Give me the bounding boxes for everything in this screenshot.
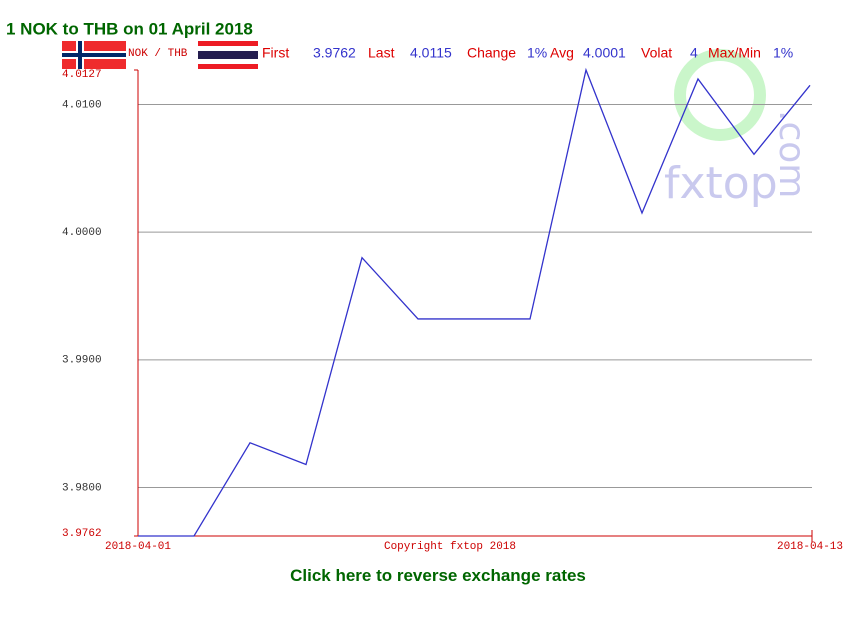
- stat-label: First: [262, 45, 289, 61]
- stat-value: 3.9762: [313, 45, 356, 61]
- stat-value: 4.0115: [410, 45, 452, 61]
- flag-thailand: [198, 41, 258, 69]
- stat-label: Avg: [550, 45, 574, 61]
- stat-value: 4: [690, 45, 698, 61]
- pair-label: NOK / THB: [128, 48, 188, 60]
- watermark-text: fxtop: [664, 158, 778, 209]
- y-tick-label: 3.9900: [62, 355, 102, 367]
- y-tick-label: 3.9762: [62, 528, 102, 540]
- chart: 1 NOK to THB on 01 April 2018 NOK / THB …: [6, 19, 843, 553]
- y-tick-label: 4.0000: [62, 227, 102, 239]
- copyright: Copyright fxtop 2018: [384, 541, 516, 553]
- x-tick-label: 2018-04-01: [105, 541, 171, 553]
- y-tick-label: 4.0127: [62, 69, 102, 81]
- stat-value: 4.0001: [583, 45, 626, 61]
- watermark-text: .com: [771, 110, 812, 198]
- stat-value: 1%: [527, 45, 547, 61]
- stat-value: 1%: [773, 45, 793, 61]
- reverse-link[interactable]: Click here to reverse exchange rates: [290, 566, 586, 585]
- flag-norway: [62, 41, 126, 69]
- line: [138, 67, 811, 537]
- y-tick-label: 3.9800: [62, 482, 102, 494]
- stat-label: Last: [368, 45, 395, 61]
- y-tick-label: 4.0100: [62, 99, 102, 111]
- chart-title: 1 NOK to THB on 01 April 2018: [6, 19, 253, 38]
- stat-label: Change: [467, 45, 516, 61]
- x-tick-label: 2018-04-13: [777, 541, 843, 553]
- stat-label: Volat: [641, 45, 672, 61]
- stat-label: Max/Min: [708, 45, 761, 61]
